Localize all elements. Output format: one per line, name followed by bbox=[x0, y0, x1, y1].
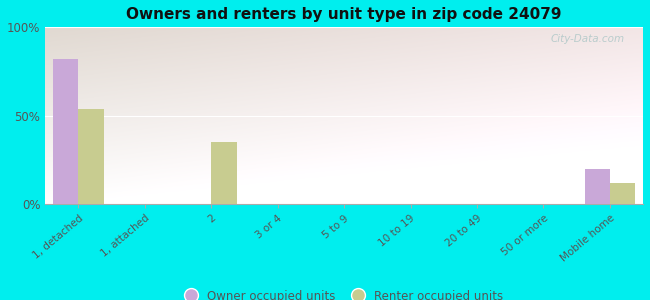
Bar bbox=[610, 183, 635, 204]
Bar bbox=[53, 59, 79, 204]
Title: Owners and renters by unit type in zip code 24079: Owners and renters by unit type in zip c… bbox=[126, 7, 562, 22]
Bar bbox=[79, 109, 103, 204]
Legend: Owner occupied units, Renter occupied units: Owner occupied units, Renter occupied un… bbox=[181, 285, 508, 300]
Text: City-Data.com: City-Data.com bbox=[551, 34, 625, 44]
Bar bbox=[584, 169, 610, 204]
Bar bbox=[211, 142, 237, 204]
